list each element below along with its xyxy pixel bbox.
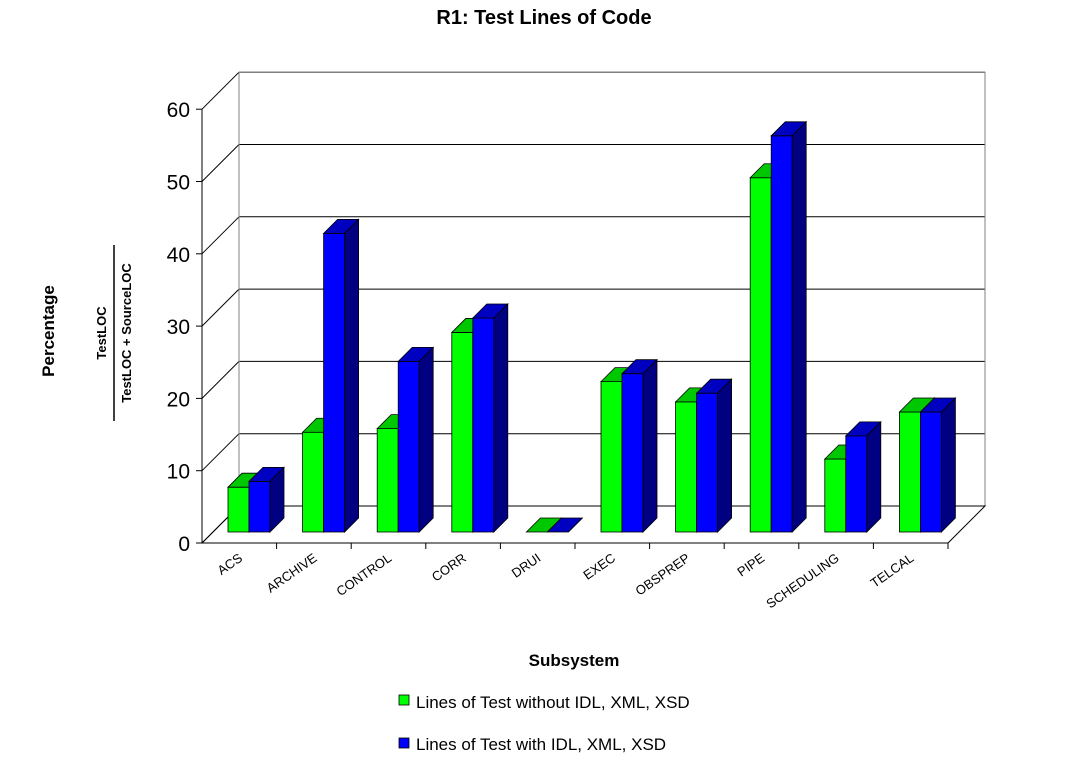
bar-side — [717, 378, 732, 533]
x-tick-labels: ACS ARCHIVE CONTROL CORR DRUI EXEC OBSPREP PIPE… — [215, 550, 917, 611]
gridline-left-wall — [201, 216, 240, 255]
plot-frame — [196, 71, 987, 549]
bar-front — [845, 435, 868, 533]
y-axis-fraction: TestLOC TestLOC + SourceLOC — [94, 245, 134, 421]
bar-front — [920, 411, 942, 533]
bar-side — [866, 420, 882, 533]
fraction-numerator: TestLOC — [94, 306, 109, 360]
bar-front — [472, 317, 495, 533]
bar-front — [824, 458, 847, 533]
bar-side — [568, 517, 583, 533]
back-wall-outline — [238, 71, 986, 506]
x-tick-label: DRUI — [509, 550, 544, 581]
bar-front — [621, 373, 644, 533]
gridline-left-wall — [201, 288, 240, 327]
bar-side — [269, 466, 285, 533]
y-tick-label: 50 — [167, 172, 190, 195]
x-axis-title: Subsystem — [529, 651, 620, 670]
x-tick-label: CONTROL — [334, 550, 395, 599]
bar-front — [770, 135, 793, 533]
y-tick-label: 10 — [167, 461, 190, 484]
bar-side — [418, 346, 434, 533]
bar-front — [675, 401, 697, 533]
bar-side — [941, 397, 956, 533]
bar-side — [493, 303, 509, 533]
x-tick-label: CORR — [429, 550, 469, 584]
legend-swatch-series-1 — [398, 694, 410, 706]
x-tick-label: EXEC — [580, 550, 618, 583]
x-tick-label: TELCAL — [868, 550, 917, 590]
bar-front — [600, 381, 623, 533]
bar-front — [451, 332, 474, 533]
y-tick-label: 30 — [167, 316, 190, 339]
chart-title: R1: Test Lines of Code — [436, 7, 651, 29]
x-tick-label: ARCHIVE — [264, 550, 320, 596]
y-tick-label: 20 — [167, 388, 190, 411]
bar-front — [749, 177, 772, 533]
bar-side — [642, 358, 658, 533]
legend-label-series-1: Lines of Test without IDL, XML, XSD — [416, 693, 690, 712]
legend-swatch-series-2 — [398, 737, 410, 749]
bar-front — [696, 392, 718, 533]
legend-label-series-2: Lines of Test with IDL, XML, XSD — [416, 735, 666, 754]
x-tick-label: PIPE — [734, 550, 767, 579]
x-tick-label: ACS — [215, 550, 246, 578]
bar-pipe-series-2 — [770, 120, 808, 533]
bar-control-series-2 — [397, 346, 435, 533]
bar-telcal-series-2 — [919, 397, 957, 533]
bar-drui-series-2 — [546, 517, 584, 533]
x-tick-label: OBSPREP — [633, 550, 693, 598]
legend: Lines of Test without IDL, XML, XSD Line… — [398, 693, 690, 754]
bar-side — [791, 120, 807, 533]
bar-acs-series-2 — [248, 466, 285, 533]
y-axis-title: Percentage — [39, 285, 58, 377]
x-tick-label: SCHEDULING — [763, 550, 841, 611]
y-tick-label: 0 — [178, 533, 190, 556]
bar-archive-series-2 — [322, 218, 360, 533]
bar-exec-series-2 — [621, 358, 658, 533]
gridline-left-wall — [201, 144, 240, 182]
gridline-left-wall — [201, 361, 240, 399]
gridline-left-wall — [201, 71, 240, 110]
bar-front — [899, 411, 921, 533]
bar-front — [323, 233, 346, 533]
bar-front — [248, 480, 271, 533]
bar-scheduling-series-2 — [844, 420, 882, 533]
bar-front — [397, 360, 420, 533]
bar-front — [376, 428, 399, 533]
y-tick-label: 60 — [167, 99, 190, 122]
bar-corr-series-2 — [471, 303, 509, 533]
y-tick-labels: 0 10 20 30 40 50 60 — [167, 99, 190, 556]
bar-front — [302, 431, 325, 533]
bars — [227, 120, 957, 533]
bar-front — [227, 486, 250, 533]
y-tick-label: 40 — [167, 244, 190, 267]
bar-side — [344, 218, 360, 533]
bar-obsprep-series-2 — [695, 378, 733, 533]
gridline-left-wall — [201, 433, 240, 472]
fraction-denominator: TestLOC + SourceLOC — [119, 263, 134, 403]
